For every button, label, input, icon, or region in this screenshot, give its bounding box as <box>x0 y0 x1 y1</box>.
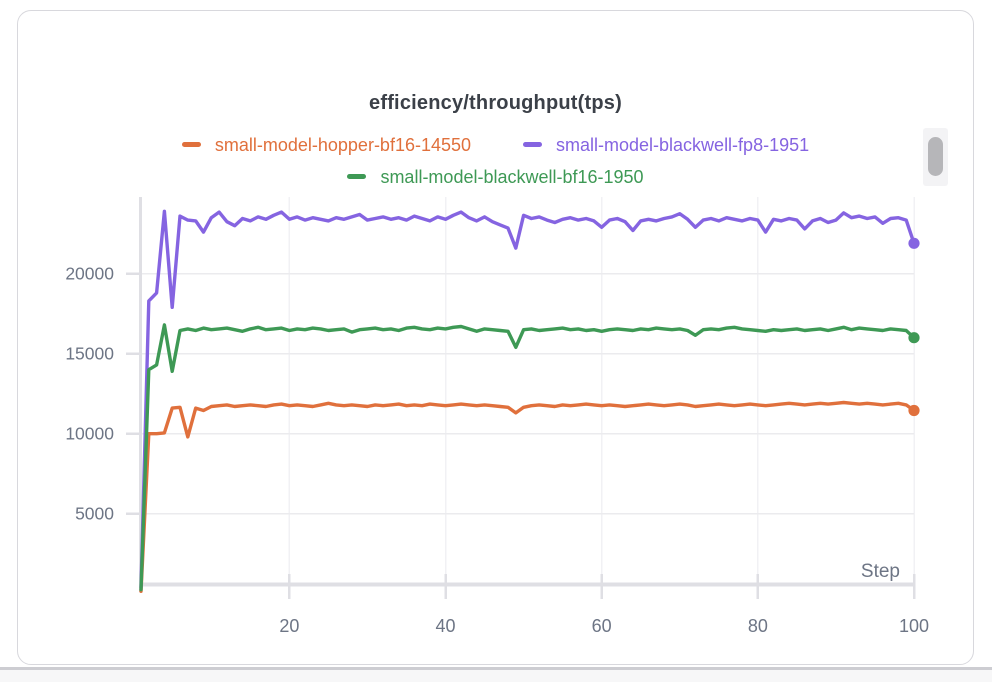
x-axis-tick-label: 80 <box>748 616 768 636</box>
legend-label: small-model-blackwell-bf16-1950 <box>380 166 644 187</box>
legend-swatch-icon <box>181 142 201 147</box>
chart-legend: small-model-hopper-bf16-14550 small-mode… <box>18 130 973 191</box>
series-line-small-model-blackwell-fp8-1951[interactable] <box>139 209 916 589</box>
y-axis-tick-label: 20000 <box>65 264 114 284</box>
scrollbar-track[interactable] <box>923 128 948 186</box>
legend-row: small-model-hopper-bf16-14550 small-mode… <box>181 130 809 159</box>
x-axis-tick-label: 40 <box>435 616 455 636</box>
chart-title: efficiency/throughput(tps) <box>369 92 622 114</box>
legend-item-small-model-blackwell-fp8-1951[interactable]: small-model-blackwell-fp8-1951 <box>523 136 809 154</box>
legend-item-small-model-blackwell-bf16-1950[interactable]: small-model-blackwell-bf16-1950 <box>347 166 644 187</box>
legend-swatch-icon <box>347 174 367 179</box>
x-axis-tick-label: 100 <box>899 616 929 636</box>
x-axis-title: Step <box>861 561 900 582</box>
legend-label: small-model-hopper-bf16-14550 <box>214 134 472 155</box>
bottom-panel-edge <box>0 667 992 670</box>
legend-row: small-model-blackwell-bf16-1950 <box>347 162 644 191</box>
series-end-dot-small-model-hopper-bf16-14550[interactable] <box>908 404 920 417</box>
legend-swatch-icon <box>523 142 543 147</box>
series-line-small-model-blackwell-bf16-1950[interactable] <box>139 323 916 592</box>
x-axis-tick-label: 20 <box>279 616 299 636</box>
y-axis-tick-label: 5000 <box>75 504 114 524</box>
scrollbar-thumb[interactable] <box>928 137 943 176</box>
series-end-dot-small-model-blackwell-bf16-1950[interactable] <box>908 332 920 344</box>
series-end-dot-small-model-blackwell-fp8-1951[interactable] <box>908 237 920 249</box>
chart-panel-card: efficiency/throughput(tps) small-model-h… <box>17 10 974 665</box>
legend-label: small-model-blackwell-fp8-1951 <box>556 134 810 155</box>
y-axis-tick-label: 10000 <box>65 424 114 444</box>
x-axis-tick-label: 60 <box>592 616 612 636</box>
series-line-small-model-hopper-bf16-14550[interactable] <box>139 400 916 593</box>
legend-item-small-model-hopper-bf16-14550[interactable]: small-model-hopper-bf16-14550 <box>181 134 472 155</box>
y-axis-tick-label: 15000 <box>65 344 114 364</box>
bottom-panel-fill <box>0 670 992 682</box>
